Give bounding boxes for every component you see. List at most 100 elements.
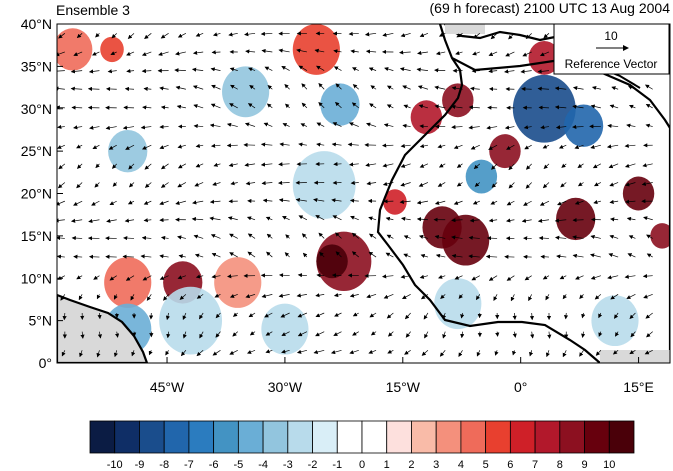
wind-vector-614 xyxy=(382,32,394,37)
wind-vector-268 xyxy=(451,218,463,223)
wind-vector-262 xyxy=(350,215,359,221)
wind-vector-512 xyxy=(434,85,446,90)
wind-vector-563 xyxy=(110,51,117,56)
wind-vector-104 xyxy=(645,312,653,319)
wind-vector-312 xyxy=(609,199,619,204)
wind-vector-185 xyxy=(229,252,238,258)
wind-vector-196 xyxy=(420,253,429,258)
wind-vector-430 xyxy=(226,122,238,127)
anomaly-blob-25 xyxy=(159,286,223,355)
wind-vector-607 xyxy=(260,31,273,36)
colorbar-label: 1 xyxy=(384,459,390,471)
ensemble-title: Ensemble 3 xyxy=(56,2,130,18)
wind-vector-455 xyxy=(57,105,65,110)
wind-vector-142 xyxy=(93,275,100,280)
anomaly-blob-28 xyxy=(465,159,498,194)
wind-vector-484 xyxy=(554,105,567,110)
wind-vector-359 xyxy=(213,162,221,167)
wind-vector-76 xyxy=(165,312,170,321)
wind-vector-308 xyxy=(539,200,550,206)
wind-vector-53 xyxy=(370,331,377,336)
colorbar-swatch xyxy=(213,420,239,454)
colorbar-label: 8 xyxy=(557,459,563,471)
colorbar-label: 9 xyxy=(581,459,587,471)
wind-vector-354 xyxy=(128,163,135,170)
wind-vector-49 xyxy=(297,331,308,337)
wind-vector-505 xyxy=(318,82,325,90)
wind-vector-245 xyxy=(57,218,65,223)
wind-vector-578 xyxy=(365,49,377,54)
wind-vector-367 xyxy=(348,162,359,167)
wind-vector-422 xyxy=(89,125,100,130)
wind-vector-173 xyxy=(624,274,636,279)
colorbar-swatch xyxy=(163,420,190,454)
wind-vector-229 xyxy=(386,234,394,239)
wind-vector-355 xyxy=(144,163,152,170)
wind-vector-577 xyxy=(350,49,359,54)
wind-vector-501 xyxy=(249,85,256,90)
wind-vector-433 xyxy=(282,123,290,127)
anomaly-blob-11 xyxy=(442,214,490,266)
wind-vector-379 xyxy=(561,163,567,168)
wind-vector-623 xyxy=(543,33,550,39)
wind-vector-509 xyxy=(386,85,394,90)
wind-vector-11 xyxy=(247,349,256,354)
wind-vector-10 xyxy=(229,349,238,355)
wind-vector-321 xyxy=(160,182,169,188)
wind-vector-460 xyxy=(142,105,152,110)
wind-vector-301 xyxy=(416,200,429,205)
wind-vector-472 xyxy=(351,102,360,109)
wind-vector-180 xyxy=(140,254,152,259)
wind-vector-243 xyxy=(628,235,636,240)
wind-vector-565 xyxy=(141,51,152,57)
wind-vector-65 xyxy=(581,331,586,339)
wind-vector-449 xyxy=(555,125,567,130)
wind-vector-335 xyxy=(400,182,411,187)
colorbar-label: -7 xyxy=(184,459,194,471)
wind-vector-69 xyxy=(646,331,653,338)
wind-vector-218 xyxy=(193,234,204,239)
wind-vector-617 xyxy=(438,32,446,37)
wind-vector-432 xyxy=(263,122,273,127)
wind-vector-165 xyxy=(488,275,498,281)
wind-vector-222 xyxy=(266,233,273,239)
wind-vector-454 xyxy=(645,123,653,128)
wind-vector-310 xyxy=(574,200,584,205)
wind-vector-253 xyxy=(191,217,204,222)
wind-vector-283 xyxy=(109,200,117,206)
wind-vector-270 xyxy=(488,218,498,223)
lon-tick-label: 15°E xyxy=(623,379,654,395)
wind-vector-428 xyxy=(193,124,204,129)
wind-vector-475 xyxy=(403,104,411,109)
wind-vector-132 xyxy=(528,294,533,302)
wind-vector-260 xyxy=(315,215,325,221)
wind-vector-385 xyxy=(57,144,66,149)
wind-vector-2 xyxy=(96,350,101,358)
wind-vector-309 xyxy=(557,200,567,206)
wind-vector-416 xyxy=(590,144,601,149)
wind-vector-323 xyxy=(194,182,204,187)
wind-vector-80 xyxy=(232,312,238,317)
colorbar-label: -3 xyxy=(283,459,293,471)
wind-vector-43 xyxy=(199,331,204,339)
colorbar-swatch xyxy=(361,420,388,454)
anomaly-blob-21 xyxy=(108,129,148,173)
wind-vector-447 xyxy=(523,125,532,130)
wind-vector-524 xyxy=(644,84,653,90)
wind-vector-144 xyxy=(125,275,135,281)
wind-vector-605 xyxy=(228,32,238,37)
wind-vector-470 xyxy=(318,101,325,109)
wind-vector-525 xyxy=(57,68,65,74)
wind-vector-195 xyxy=(403,253,411,258)
wind-vector-420 xyxy=(57,124,65,130)
wind-vector-345 xyxy=(577,182,584,187)
wind-vector-221 xyxy=(247,233,256,239)
wind-vector-39 xyxy=(132,331,137,337)
wind-vector-25 xyxy=(494,350,499,356)
wind-vector-340 xyxy=(491,182,498,188)
anomaly-blob-17 xyxy=(650,223,670,249)
wind-vector-112 xyxy=(179,294,187,300)
wind-vector-4 xyxy=(131,350,136,357)
wind-vector-502 xyxy=(267,85,273,90)
wind-vector-402 xyxy=(347,142,359,147)
